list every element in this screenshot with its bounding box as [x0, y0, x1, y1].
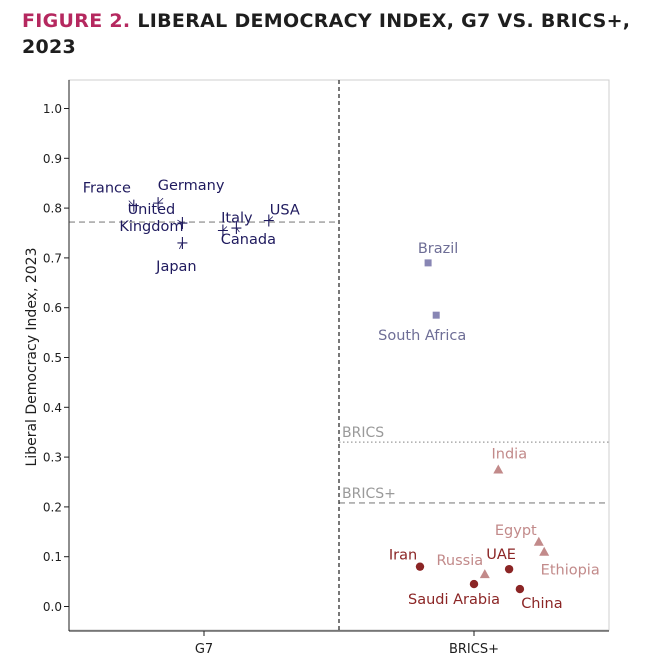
point-label: United Kingdom [119, 202, 183, 235]
reference-lines: BRICS BRICS+ [69, 221, 609, 504]
point-egypt: Egypt [495, 523, 544, 546]
point-label: Japan [155, 259, 196, 275]
point-label: India [492, 447, 528, 463]
y-tick-label: 0.2 [43, 500, 62, 514]
point-ethiopia: Ethiopia [539, 546, 600, 579]
y-tick-label: 0.5 [43, 351, 62, 365]
leader-line [179, 242, 183, 250]
point-label: Germany [158, 178, 225, 194]
circle-marker [469, 579, 479, 589]
point-canada: Canada [221, 222, 276, 248]
y-tick-label: 0.1 [43, 550, 62, 564]
point-italy: Italy [217, 211, 253, 237]
point-iran: Iran [389, 548, 425, 571]
figure-label: FIGURE 2. [22, 10, 131, 32]
x-ticks: G7 BRICS+ [195, 631, 499, 657]
reference-line-label: BRICS [342, 425, 384, 441]
y-ticks: 1.0 0.9 0.8 0.7 0.6 0.5 0.4 0.3 0.2 0.1 0.0 [43, 102, 69, 614]
point-label: Brazil [418, 241, 458, 257]
point-label-line: Kingdom [119, 219, 183, 235]
y-tick-label: 0.6 [43, 301, 62, 315]
point-label: Italy [221, 211, 253, 227]
point-label: France [83, 181, 131, 197]
point-usa: USA [263, 203, 300, 227]
point-label-line: United [128, 202, 176, 218]
y-tick-label: 0.0 [43, 600, 62, 614]
figure-title: FIGURE 2. LIBERAL DEMOCRACY INDEX, G7 VS… [22, 8, 632, 60]
leader-line [222, 226, 228, 231]
figure-title-text: LIBERAL DEMOCRACY INDEX, G7 VS. BRICS+, … [22, 10, 631, 58]
point-label: USA [270, 203, 300, 219]
leader-line [157, 197, 164, 204]
point-japan: Japan [155, 236, 197, 275]
y-tick-label: 1.0 [43, 102, 62, 116]
point-saudi-arabia: Saudi Arabia [408, 579, 500, 608]
circle-marker [415, 562, 425, 571]
point-russia: Russia [436, 553, 490, 579]
leader-line [128, 200, 135, 206]
y-tick-label: 0.9 [43, 152, 62, 166]
leader-line [268, 216, 274, 221]
point-label: UAE [486, 547, 516, 563]
point-label: China [521, 596, 562, 612]
y-tick-label: 0.7 [43, 251, 62, 265]
point-south-africa: South Africa [378, 311, 466, 344]
triangle-marker [539, 546, 550, 556]
y-tick-label: 0.3 [43, 451, 62, 465]
point-label: Ethiopia [541, 563, 600, 579]
y-axis-label: Liberal Democracy Index, 2023 [24, 248, 40, 467]
point-label: Saudi Arabia [408, 592, 500, 608]
point-germany: Germany [153, 178, 225, 210]
triangle-marker [493, 464, 504, 474]
x-tick-label: G7 [195, 642, 213, 657]
y-tick-label: 0.8 [43, 202, 62, 216]
point-united-kingdom: United Kingdom [119, 202, 188, 235]
reference-line-label: BRICS+ [342, 486, 396, 502]
data-points: France Germany United Kingdom Japan Italy Cana… [83, 178, 600, 612]
x-tick-label: BRICS+ [449, 642, 499, 657]
circle-marker [504, 564, 514, 574]
square-marker [424, 259, 432, 267]
y-tick-label: 0.4 [43, 401, 62, 415]
square-marker [432, 311, 440, 319]
point-label: South Africa [378, 328, 466, 344]
point-brazil: Brazil [418, 241, 458, 267]
point-china: China [515, 584, 563, 612]
point-label: Iran [389, 548, 417, 564]
point-france: France [83, 181, 139, 212]
point-label: Egypt [495, 523, 537, 539]
point-uae: UAE [486, 547, 516, 574]
point-label: Canada [221, 232, 276, 248]
circle-marker [515, 584, 525, 594]
triangle-marker [533, 536, 544, 546]
point-india: India [492, 447, 528, 474]
point-label: Russia [436, 553, 483, 569]
leader-line [236, 227, 240, 233]
triangle-marker [479, 569, 490, 579]
leader-line [177, 219, 183, 224]
